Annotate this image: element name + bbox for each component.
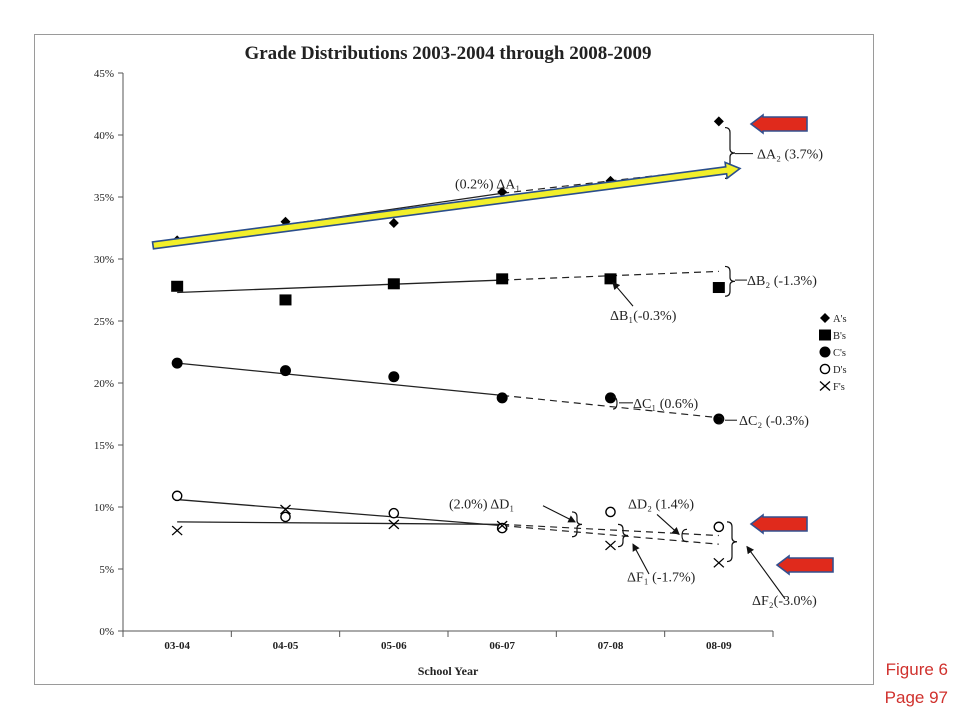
- x-axis-title: School Year: [418, 664, 479, 678]
- data-point: [605, 540, 616, 551]
- bracket: [681, 528, 688, 543]
- callout-arrow-d: [749, 513, 808, 535]
- data-point: [713, 521, 725, 533]
- annotation-label: ΔF₁ (-1.7%): [627, 570, 696, 585]
- bracket: [571, 511, 583, 538]
- annotation-label: ΔB₂ (-1.3%): [747, 274, 817, 289]
- trend-line-projected: [502, 394, 719, 419]
- data-point: [388, 371, 400, 383]
- data-point: [388, 218, 399, 229]
- y-tick-label: 10%: [94, 502, 114, 514]
- data-point: [713, 557, 725, 568]
- legend-marker: [819, 363, 831, 375]
- x-tick-label: 04-05: [273, 640, 299, 652]
- legend-marker: [819, 329, 831, 341]
- trend-line: [177, 498, 503, 527]
- data-point: [388, 507, 400, 519]
- data-point: [605, 506, 616, 518]
- annotation-label: (2.0%) ΔD₁: [449, 497, 514, 512]
- data-point: [496, 273, 509, 285]
- callout-arrow-a: [749, 113, 808, 135]
- trend-line: [177, 279, 503, 294]
- trend-line: [177, 362, 503, 397]
- annotation-arrow: [612, 281, 634, 307]
- annotation-arrow: [542, 505, 576, 523]
- data-point: [496, 520, 508, 531]
- data-point: [171, 357, 183, 369]
- annotation-arrow: [656, 514, 680, 536]
- annotation-label: ΔC₁ (0.6%): [633, 397, 699, 412]
- legend-label: F's: [833, 382, 845, 393]
- x-tick-label: 06-07: [489, 640, 515, 652]
- legend-marker: [819, 346, 831, 358]
- data-point: [496, 522, 508, 534]
- x-tick-label: 08-09: [706, 640, 732, 652]
- annotation-label: ΔF₂(-3.0%): [752, 594, 817, 609]
- data-point: [280, 365, 291, 377]
- data-point: [171, 490, 183, 502]
- annotation-label: ΔB₁(-0.3%): [610, 309, 677, 324]
- y-tick-label: 45%: [94, 68, 114, 80]
- legend-label: A's: [833, 314, 847, 325]
- annotation-label: ΔA₂ (3.7%): [757, 148, 823, 163]
- data-point: [280, 511, 291, 523]
- y-tick-label: 5%: [99, 564, 114, 576]
- callout-arrow-f: [775, 554, 834, 576]
- annotation-label: ΔD₂ (1.4%): [628, 497, 694, 512]
- data-point: [604, 273, 617, 285]
- highlight-trend-arrow: [151, 161, 742, 250]
- data-point: [387, 278, 400, 290]
- data-point: [713, 116, 724, 127]
- data-point: [496, 392, 508, 404]
- x-tick-label: 05-06: [381, 640, 407, 652]
- trend-line-projected: [502, 525, 719, 545]
- chart-title: Grade Distributions 2003-2004 through 20…: [244, 43, 651, 64]
- data-point: [605, 392, 616, 404]
- page-label: Page 97: [884, 688, 948, 707]
- annotation-label: ΔC₂ (-0.3%): [739, 414, 809, 429]
- y-tick-label: 35%: [94, 192, 114, 204]
- trend-line: [177, 521, 503, 526]
- data-point: [712, 282, 725, 294]
- chart-frame: Grade Distributions 2003-2004 through 20…: [34, 34, 874, 685]
- annotation-arrow: [632, 543, 650, 575]
- legend-label: C's: [833, 348, 846, 359]
- y-tick-label: 20%: [94, 378, 114, 390]
- annotation-arrow: [746, 545, 786, 600]
- bracket: [717, 415, 724, 425]
- figure-caption: Figure 6: [885, 660, 948, 679]
- legend-label: B's: [833, 331, 846, 342]
- bracket: [726, 521, 738, 563]
- bracket: [612, 396, 618, 410]
- legend-marker: [819, 381, 831, 391]
- data-point: [171, 525, 183, 536]
- legend-marker: [820, 313, 830, 323]
- data-point: [497, 187, 508, 198]
- y-tick-label: 15%: [94, 440, 114, 452]
- annotation-label: (0.2%) ΔA₁: [455, 177, 520, 192]
- x-tick-label: 03-04: [164, 640, 190, 652]
- data-point: [171, 280, 184, 292]
- y-tick-label: 30%: [94, 254, 114, 266]
- trend-line-projected: [502, 523, 719, 537]
- bracket: [617, 523, 629, 548]
- y-tick-label: 0%: [99, 626, 114, 638]
- legend-label: D's: [833, 365, 847, 376]
- data-point: [388, 519, 400, 530]
- grade-distribution-chart: Grade Distributions 2003-2004 through 20…: [94, 43, 847, 678]
- data-point: [280, 504, 291, 515]
- data-point: [713, 413, 725, 425]
- data-point: [279, 294, 292, 306]
- y-tick-label: 25%: [94, 316, 114, 328]
- bracket: [724, 265, 736, 297]
- y-tick-label: 40%: [94, 130, 114, 142]
- x-tick-label: 07-08: [598, 640, 624, 652]
